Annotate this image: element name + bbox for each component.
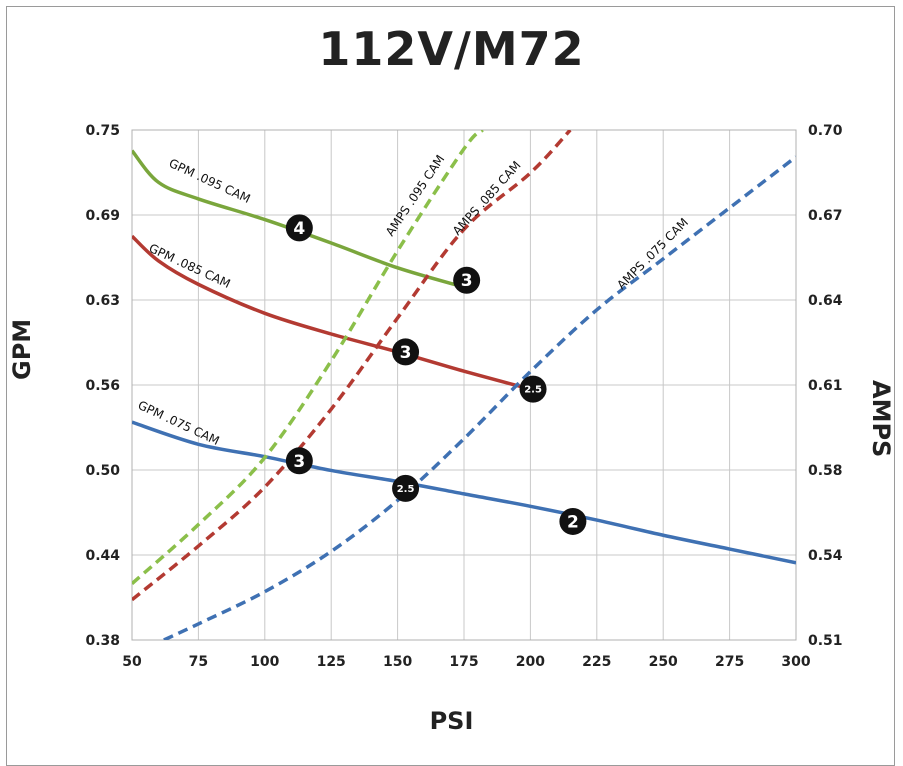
series-line-4: [132, 130, 572, 602]
x-tick-label: 250: [649, 654, 678, 670]
series-label: AMPS .085 CAM: [450, 158, 524, 238]
chart-title: 112V/M72: [318, 22, 585, 76]
marker-label: 2: [567, 512, 579, 532]
x-tick-label: 150: [383, 654, 412, 670]
x-tick-label: 300: [781, 654, 810, 670]
series-line-2: [132, 420, 796, 565]
x-tick-label: 200: [516, 654, 545, 670]
marker-circle: [453, 266, 481, 294]
y2-tick-label: 0.70: [808, 123, 843, 139]
y2-tick-label: 0.64: [808, 293, 843, 309]
marker-label: 2.5: [397, 484, 415, 495]
marker-label: 3: [461, 271, 473, 291]
y2-tick-label: 0.51: [808, 633, 843, 649]
x-tick-label: 75: [189, 654, 208, 670]
y2-tick-label: 0.67: [808, 208, 843, 224]
x-tick-label: 175: [449, 654, 478, 670]
marker-circle: [285, 447, 313, 475]
marker-label: 3: [400, 343, 412, 363]
series-label: GPM .085 CAM: [147, 241, 233, 291]
y2-tick-label: 0.54: [808, 548, 843, 564]
series-line-3: [132, 130, 484, 585]
y-tick-label: 0.63: [85, 293, 120, 309]
series-line-1: [132, 234, 531, 391]
series-label: AMPS .095 CAM: [383, 152, 448, 238]
x-tick-label: 50: [122, 654, 142, 670]
y-tick-label: 0.69: [85, 208, 120, 224]
marker-circle: [392, 474, 420, 502]
series-label: GPM .095 CAM: [167, 156, 253, 206]
marker-label: 2.5: [524, 385, 542, 396]
series-label: AMPS .075 CAM: [614, 215, 691, 292]
x-tick-label: 225: [582, 654, 611, 670]
y-tick-label: 0.75: [85, 123, 120, 139]
marker-circle: [285, 214, 313, 242]
series-line-5: [163, 155, 796, 640]
marker-label: 4: [293, 219, 305, 239]
y2-tick-label: 0.61: [808, 378, 843, 394]
marker-circle: [519, 375, 547, 403]
y-tick-label: 0.56: [85, 378, 120, 394]
y-tick-label: 0.38: [85, 633, 120, 649]
x-tick-label: 100: [250, 654, 279, 670]
series-label: GPM .075 CAM: [136, 398, 222, 448]
x-axis-label: PSI: [429, 707, 474, 735]
marker-circle: [392, 338, 420, 366]
series-line-0: [132, 149, 465, 289]
x-tick-label: 125: [317, 654, 346, 670]
x-tick-label: 275: [715, 654, 744, 670]
plot-border: [131, 129, 797, 641]
y-tick-label: 0.44: [85, 548, 120, 564]
y2-tick-label: 0.58: [808, 463, 843, 479]
marker-circle: [559, 507, 587, 535]
marker-label: 3: [293, 452, 305, 472]
y-tick-label: 0.50: [85, 463, 120, 479]
